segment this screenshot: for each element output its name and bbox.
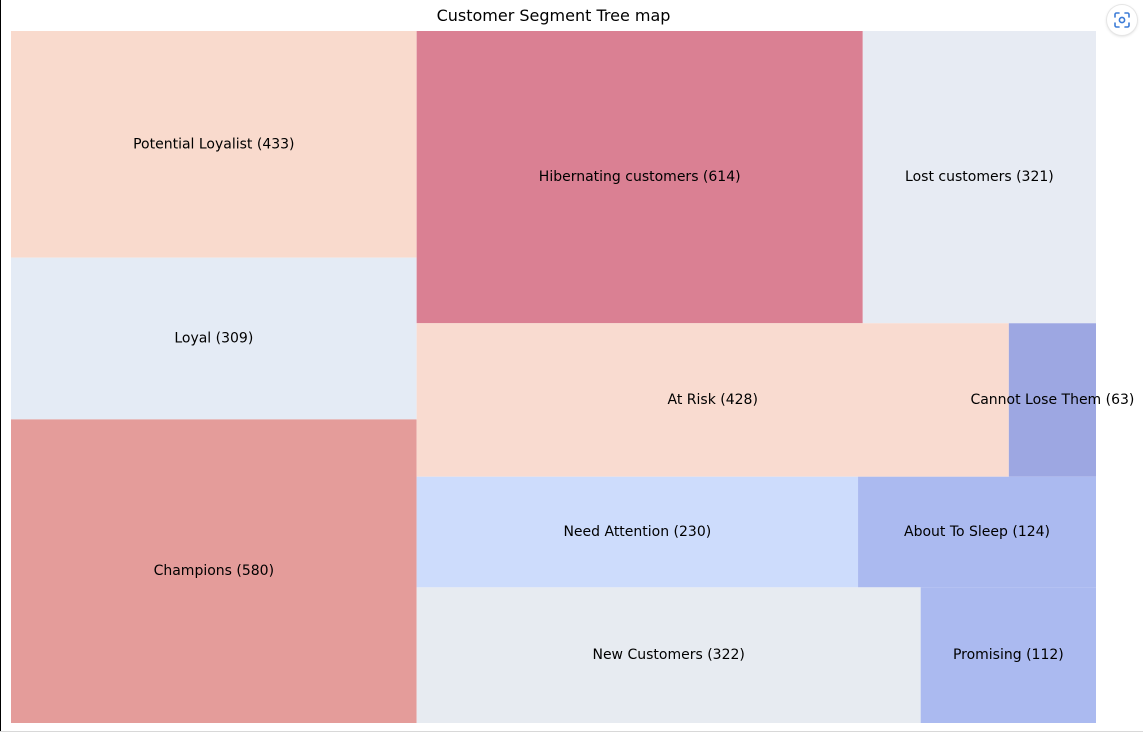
segment-label-loyal: Loyal (309) — [174, 331, 253, 347]
segment-lost-customers — [862, 31, 1096, 324]
segment-loyal — [11, 257, 417, 420]
segment-label-cannot-lose-them: Cannot Lose Them (63) — [970, 392, 1134, 408]
segment-label-promising: Promising (112) — [953, 647, 1064, 663]
segment-label-lost-customers: Lost customers (321) — [905, 169, 1054, 185]
segment-at-risk — [416, 323, 1009, 477]
segment-champions — [11, 419, 417, 723]
segment-label-about-to-sleep: About To Sleep (124) — [904, 524, 1050, 540]
segment-label-champions: Champions (580) — [154, 563, 274, 579]
left-axis-rule — [0, 0, 1, 732]
segment-label-new-customers: New Customers (322) — [592, 647, 744, 663]
segment-label-hibernating-customers: Hibernating customers (614) — [539, 169, 741, 185]
chart-title: Customer Segment Tree map — [436, 6, 671, 25]
segment-label-at-risk: At Risk (428) — [668, 392, 758, 408]
segment-promising — [920, 587, 1096, 723]
segment-cannot-lose-them — [1008, 323, 1096, 477]
focus-mode-button[interactable] — [1107, 5, 1137, 35]
segment-label-need-attention: Need Attention (230) — [563, 524, 711, 540]
segment-about-to-sleep — [858, 476, 1096, 588]
segment-need-attention — [416, 476, 859, 588]
segment-potential-loyalist — [11, 31, 417, 258]
segment-hibernating-customers — [416, 31, 863, 324]
focus-mode-icon — [1114, 12, 1130, 28]
segment-label-potential-loyalist: Potential Loyalist (433) — [133, 136, 294, 152]
segment-new-customers — [416, 587, 921, 723]
